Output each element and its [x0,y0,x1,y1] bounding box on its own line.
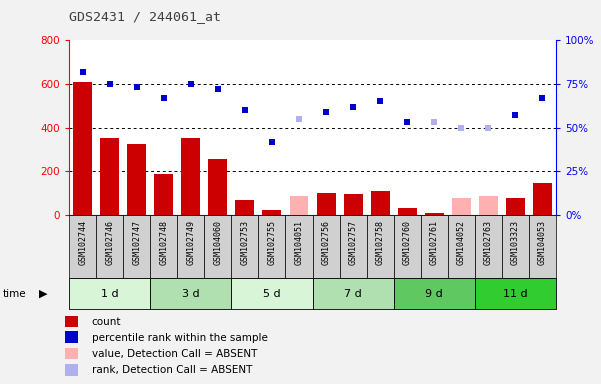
Text: GSM102744: GSM102744 [78,220,87,265]
Bar [69,215,96,278]
Bar [69,278,150,309]
Text: GSM102756: GSM102756 [322,220,331,265]
Text: GSM102753: GSM102753 [240,220,249,265]
Text: GSM102763: GSM102763 [484,220,493,265]
Bar [177,215,204,278]
Bar [123,215,150,278]
Bar [231,278,313,309]
Text: 7 d: 7 d [344,289,362,299]
Text: GSM102755: GSM102755 [267,220,276,265]
Bar [236,200,254,215]
Bar [452,197,471,215]
Text: rank, Detection Call = ABSENT: rank, Detection Call = ABSENT [92,365,252,376]
Bar [154,174,173,215]
Text: GSM103323: GSM103323 [511,220,520,265]
Bar [209,159,227,215]
Text: GSM102758: GSM102758 [376,220,385,265]
Bar [502,215,529,278]
Bar [285,215,313,278]
Text: GSM104052: GSM104052 [457,220,466,265]
Bar [313,278,394,309]
Text: value, Detection Call = ABSENT: value, Detection Call = ABSENT [92,349,257,359]
Text: 5 d: 5 d [263,289,281,299]
Bar [231,215,258,278]
Bar [150,278,231,309]
Text: 3 d: 3 d [182,289,200,299]
Text: GSM102760: GSM102760 [403,220,412,265]
Bar [394,215,421,278]
Text: 1 d: 1 d [101,289,118,299]
Bar [475,278,556,309]
Bar [448,215,475,278]
Text: time: time [3,289,26,299]
Bar [127,144,146,215]
Bar [317,193,335,215]
Bar [100,137,119,215]
Bar [73,82,92,215]
Bar [344,194,362,215]
Text: GSM104060: GSM104060 [213,220,222,265]
Bar [340,215,367,278]
Text: GSM102746: GSM102746 [105,220,114,265]
Text: percentile rank within the sample: percentile rank within the sample [92,333,267,343]
Text: GSM104053: GSM104053 [538,220,547,265]
Text: GSM102749: GSM102749 [186,220,195,265]
Text: GSM102761: GSM102761 [430,220,439,265]
Bar [66,316,78,327]
Text: GSM102757: GSM102757 [349,220,358,265]
Text: ▶: ▶ [39,289,47,299]
Text: GDS2431 / 244061_at: GDS2431 / 244061_at [69,10,221,23]
Bar [204,215,231,278]
Bar [506,197,525,215]
Bar [258,215,285,278]
Bar [290,197,308,215]
Bar [313,215,340,278]
Text: count: count [92,317,121,327]
Bar [150,215,177,278]
Bar [182,137,200,215]
Bar [66,331,78,343]
Bar [66,348,78,359]
Text: GSM104051: GSM104051 [294,220,304,265]
Bar [475,215,502,278]
Text: 9 d: 9 d [426,289,443,299]
Text: GSM102747: GSM102747 [132,220,141,265]
Bar [66,364,78,376]
Bar [367,215,394,278]
Bar [96,215,123,278]
Bar [371,192,389,215]
Bar [421,215,448,278]
Bar [394,278,475,309]
Bar [529,215,556,278]
Bar [479,197,498,215]
Bar [533,183,552,215]
Bar [398,208,416,215]
Text: GSM102748: GSM102748 [159,220,168,265]
Text: 11 d: 11 d [503,289,528,299]
Bar [263,210,281,215]
Bar [425,213,444,215]
